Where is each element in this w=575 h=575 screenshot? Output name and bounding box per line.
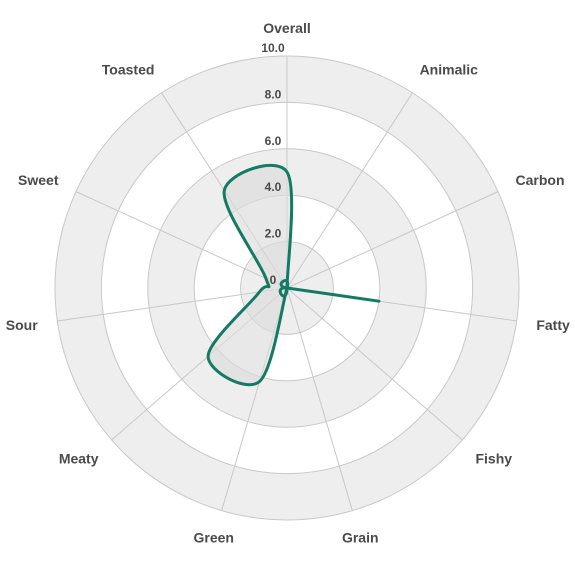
tick-label-6-0: 6.0	[265, 134, 282, 148]
spoke-animalic	[286, 92, 413, 289]
tick-label-10-0: 10.0	[261, 41, 285, 55]
spoke-sweet	[75, 191, 288, 289]
axis-label-toasted: Toasted	[102, 61, 155, 77]
axis-label-carbon: Carbon	[516, 172, 565, 188]
axis-label-sweet: Sweet	[18, 172, 59, 188]
spoke-fishy	[286, 287, 463, 441]
axis-label-fishy: Fishy	[475, 450, 512, 466]
series-layer	[206, 163, 381, 387]
series-shape	[206, 163, 381, 387]
tick-label-4-0: 4.0	[265, 180, 282, 194]
spoke-carbon	[286, 191, 499, 289]
spoke-grain	[286, 287, 353, 511]
axis-label-meaty: Meaty	[59, 450, 99, 466]
radial-tick-labels: 0 2.0 4.0 6.0 8.0 10.0	[261, 41, 285, 287]
axis-label-fatty: Fatty	[536, 317, 570, 333]
axis-label-grain: Grain	[342, 529, 379, 545]
axis-labels: Overall Animalic Carbon Fatty Fishy Grain Gree…	[6, 20, 570, 545]
tick-label-2-0: 2.0	[265, 227, 282, 241]
axis-label-overall: Overall	[263, 20, 310, 36]
axis-label-animalic: Animalic	[420, 61, 479, 77]
tick-label-0: 0	[270, 273, 277, 287]
axis-label-green: Green	[194, 529, 234, 545]
axis-label-sour: Sour	[6, 317, 38, 333]
spoke-sour	[57, 287, 288, 322]
tick-label-8-0: 8.0	[265, 87, 282, 101]
